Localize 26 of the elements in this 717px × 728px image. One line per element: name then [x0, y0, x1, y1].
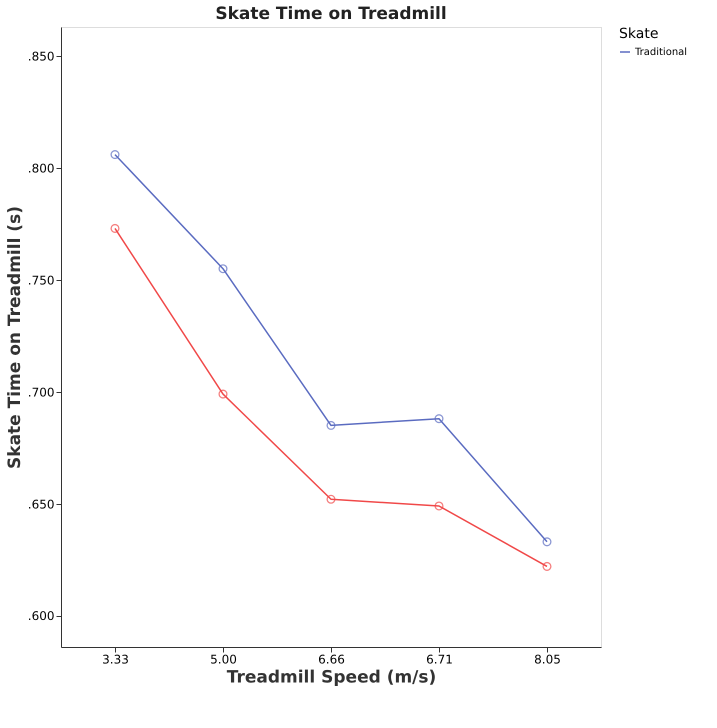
point: [542, 562, 552, 571]
chart-title: Skate Time on Treadmill: [215, 4, 447, 24]
point: [542, 537, 552, 546]
point: [218, 264, 228, 274]
point: [110, 224, 120, 233]
legend-label: Traditional: [634, 47, 688, 58]
point: [218, 390, 228, 399]
x-tick-label: 3.33: [102, 652, 129, 666]
y-tick-label: .750: [28, 273, 54, 288]
point: [434, 414, 444, 424]
y-tick-label: .650: [28, 497, 54, 512]
y-axis-title: Skate Time on Treadmill (s): [4, 206, 25, 469]
y-tick-label: .850: [28, 50, 54, 64]
x-tick-label: 8.05: [534, 652, 561, 666]
point: [326, 420, 336, 430]
point: [434, 501, 444, 511]
x-tick-label: 6.66: [318, 652, 345, 666]
point: [326, 494, 336, 504]
y-tick-label: .700: [28, 385, 54, 400]
y-tick-label: .800: [28, 162, 54, 176]
x-tick-label: 6.71: [426, 652, 453, 666]
x-tick-label: 5.00: [210, 652, 237, 666]
x-axis-title: Treadmill Speed (m/s): [226, 668, 436, 688]
legend-title: Skate: [619, 26, 658, 42]
point: [110, 150, 120, 160]
y-tick-label: .600: [28, 609, 54, 624]
